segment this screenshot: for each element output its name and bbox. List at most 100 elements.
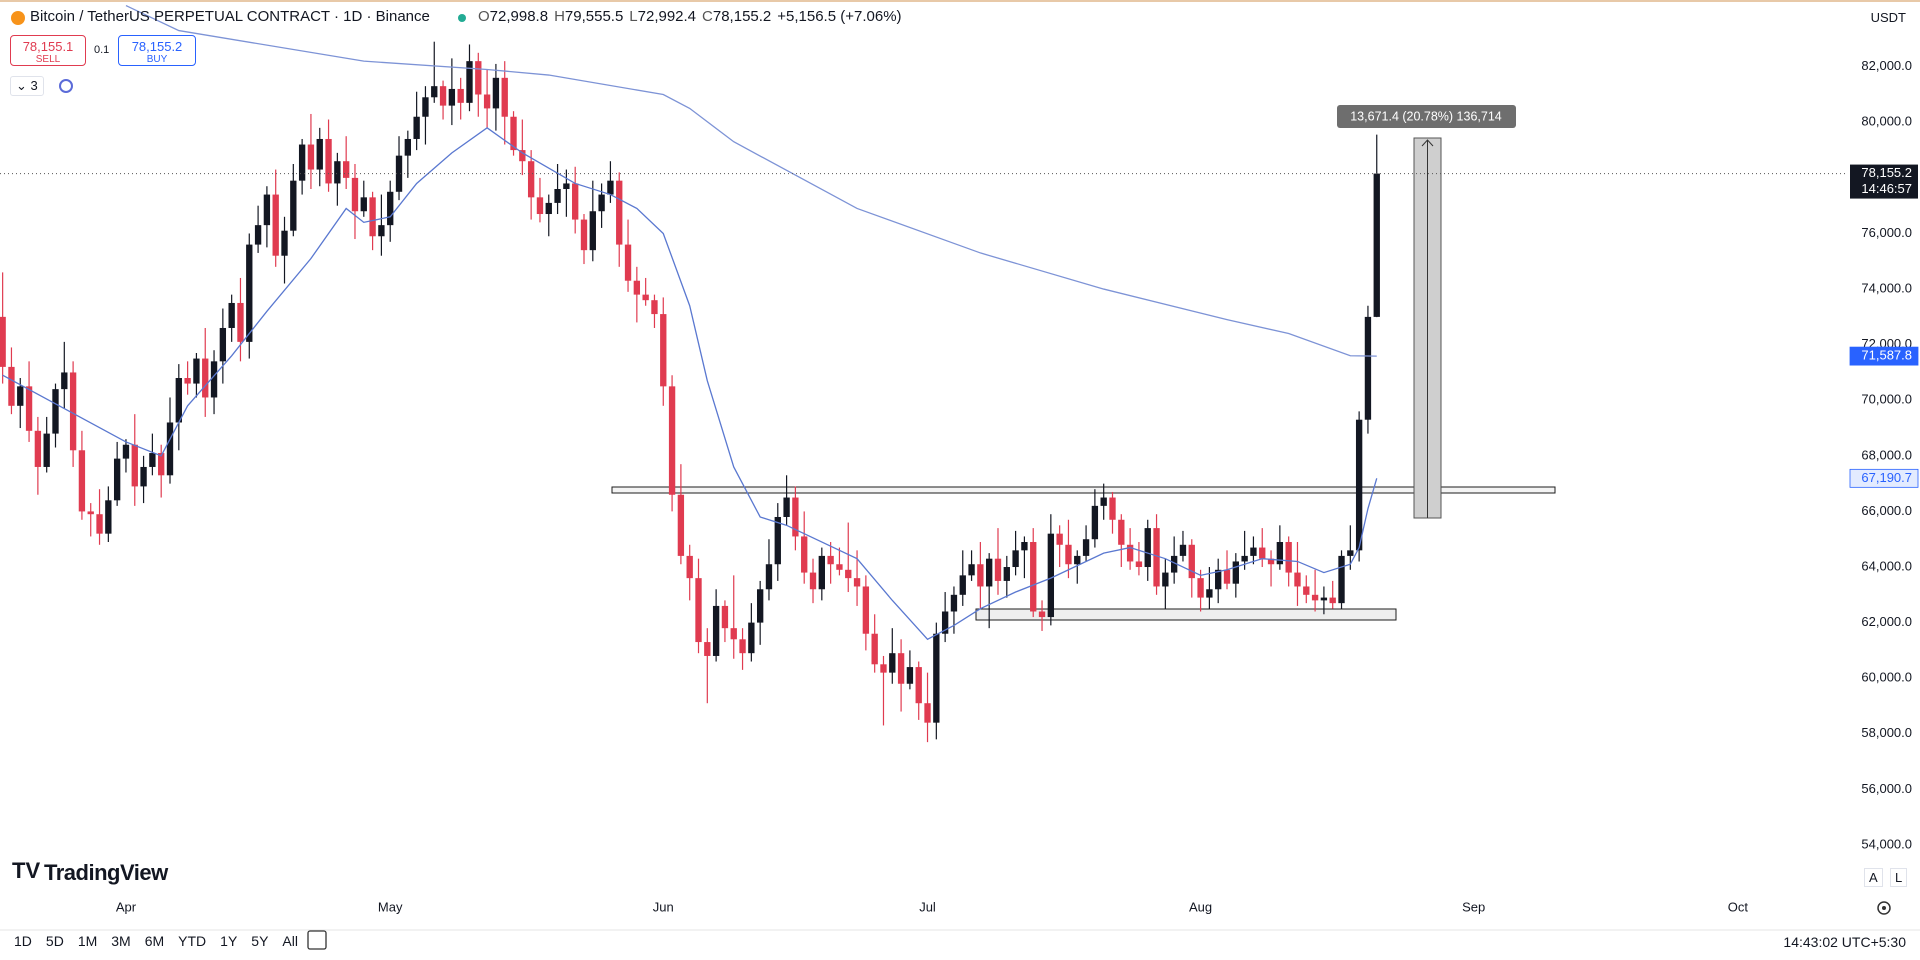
range-button[interactable]: 6M — [144, 933, 165, 949]
candle-body — [219, 327, 227, 362]
candle-body — [1012, 550, 1019, 568]
x-tick-label: May — [378, 899, 403, 914]
candle-body — [1267, 558, 1275, 565]
range-button[interactable]: 1Y — [220, 933, 238, 949]
y-tick-label: 70,000.0 — [1861, 392, 1912, 407]
y-tick-label: 56,000.0 — [1861, 781, 1912, 796]
candle-body — [413, 116, 420, 139]
range-button[interactable]: 5Y — [251, 933, 269, 949]
range-button[interactable]: 1M — [77, 933, 98, 949]
countdown: 14:46:57 — [1861, 181, 1912, 196]
candle-body — [1232, 561, 1239, 584]
settings-icon[interactable] — [1877, 901, 1891, 915]
candle-body — [721, 605, 729, 629]
candle-body — [360, 197, 367, 212]
x-tick-label: Jun — [653, 899, 674, 914]
candle-body — [977, 564, 984, 587]
candle-body — [589, 211, 596, 251]
candle-body — [598, 194, 605, 212]
ohlc-item: L72,992.4 — [629, 8, 696, 25]
candle-body — [1118, 519, 1125, 545]
log-scale[interactable]: L — [1890, 868, 1908, 887]
ohlc-value: 72,992.4 — [637, 8, 697, 25]
candle-body — [439, 86, 447, 106]
ma-price-box — [1849, 468, 1919, 488]
candle-body — [1294, 572, 1301, 587]
range-button[interactable]: 3M — [111, 933, 131, 949]
range-button[interactable]: All — [282, 933, 298, 949]
candle-body — [369, 197, 376, 237]
candle-body — [554, 189, 561, 203]
candle-body — [818, 555, 825, 590]
candle-body — [1250, 547, 1257, 556]
candle-body — [950, 594, 958, 612]
candle-body — [915, 667, 922, 704]
candle-body — [1338, 555, 1345, 604]
candle-body — [1329, 597, 1336, 604]
candle-body — [78, 450, 86, 512]
candle-body — [254, 225, 262, 245]
range-button[interactable]: YTD — [178, 933, 207, 949]
candle-body — [1179, 544, 1187, 556]
candle-body — [113, 458, 121, 501]
logo-mark: TV — [12, 858, 40, 883]
candle-body — [210, 361, 218, 398]
candle-body — [959, 575, 966, 595]
candle-body — [475, 61, 482, 95]
candle-body — [387, 191, 394, 226]
x-tick-label: Apr — [116, 899, 137, 914]
last-price-label: 78,155.2 — [1861, 165, 1912, 180]
candle-body — [457, 88, 464, 103]
candle-body — [897, 653, 905, 684]
candle-body — [69, 372, 77, 451]
ma-price-box — [1849, 346, 1919, 366]
candle-body — [1215, 569, 1222, 590]
y-tick-label: 60,000.0 — [1861, 670, 1912, 685]
candle-body — [765, 564, 773, 590]
candle-body — [228, 302, 235, 328]
candle-body — [651, 300, 658, 315]
currency[interactable]: USDT — [1870, 10, 1906, 25]
y-tick-label: 74,000.0 — [1861, 281, 1912, 296]
candle-body — [307, 144, 315, 170]
candle-body — [572, 183, 579, 220]
support-zone — [975, 608, 1397, 621]
ohlc-row: O72,998.8 H79,555.5 L72,992.4 C78,155.2 +5,1… — [478, 8, 902, 25]
candle-body — [642, 294, 649, 301]
range-button[interactable]: 5D — [45, 933, 64, 949]
candle-body — [43, 433, 50, 467]
refresh-icon[interactable] — [59, 79, 73, 93]
candle-body — [404, 138, 411, 156]
range-button[interactable]: 1D — [14, 933, 32, 949]
candle-body — [677, 494, 685, 556]
settings-icon-dot — [1882, 906, 1886, 910]
candle-body — [792, 497, 799, 537]
candle-body — [184, 378, 191, 384]
candle-body — [906, 667, 914, 684]
date-range-icon[interactable] — [307, 930, 327, 950]
indicators-toggle[interactable]: ⌄ 3 — [10, 76, 44, 96]
candle-body — [8, 366, 15, 406]
auto-scale[interactable]: A — [1864, 868, 1883, 887]
ohlc-value: 79,555.5 — [564, 8, 624, 25]
candle-body — [704, 642, 711, 656]
candle-body — [1162, 572, 1169, 587]
candle-body — [1285, 542, 1292, 573]
candle-body — [1311, 594, 1319, 601]
candle-body — [175, 378, 182, 423]
sell-button[interactable]: 78,155.1 SELL — [10, 35, 86, 66]
candle-body — [739, 639, 746, 654]
y-tick-label: 64,000.0 — [1861, 558, 1912, 573]
candle-body — [87, 511, 94, 515]
buy-button[interactable]: 78,155.2 BUY — [118, 35, 196, 66]
candle-body — [263, 194, 271, 226]
candle-body — [827, 555, 834, 565]
measure-label-bg — [1337, 105, 1516, 128]
y-tick-label: 76,000.0 — [1861, 225, 1912, 240]
indicator-count: 3 — [30, 78, 38, 93]
candle-body — [968, 564, 975, 576]
clock: 14:43:02 UTC+5:30 — [1783, 934, 1906, 950]
candle-body — [237, 302, 244, 342]
candle-body — [986, 558, 993, 587]
